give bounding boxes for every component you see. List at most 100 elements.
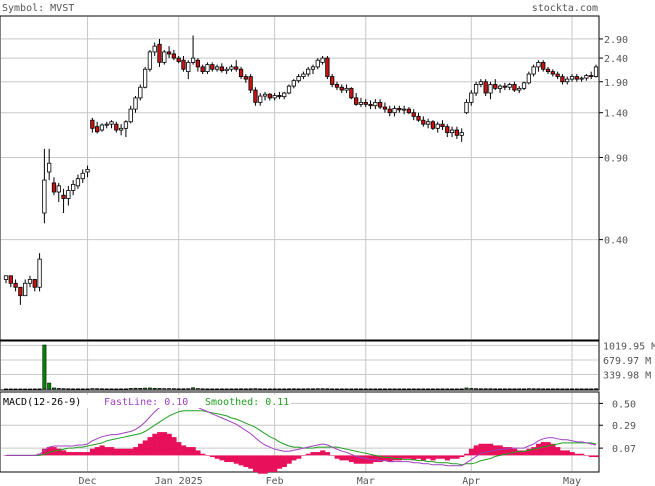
volume-bar xyxy=(560,388,565,390)
volume-bar xyxy=(104,388,109,390)
macd-histogram-bar xyxy=(507,447,513,456)
macd-lines xyxy=(6,401,597,467)
macd-histogram-bar xyxy=(449,455,455,459)
candle-body xyxy=(483,81,488,94)
volume-bar xyxy=(579,388,584,390)
macd-histogram-bar xyxy=(344,455,350,461)
macd-histogram-bar xyxy=(310,452,316,456)
candle-body xyxy=(80,172,85,180)
price-tick-label: 1.40 xyxy=(604,109,628,120)
candle-body xyxy=(128,108,133,123)
candle-body xyxy=(291,80,296,87)
macd-histogram-bar xyxy=(113,448,120,456)
volume-bar xyxy=(90,388,95,390)
macd-histogram-bar xyxy=(253,455,259,473)
volume-bar xyxy=(215,388,220,390)
volume-bar xyxy=(234,388,239,390)
candle-body xyxy=(430,121,436,129)
volume-bar xyxy=(565,388,570,390)
macd-histogram-bar xyxy=(387,455,393,463)
candle-body xyxy=(32,279,37,288)
volume-bar xyxy=(71,388,76,390)
x-tick-label: Apr xyxy=(462,476,480,486)
volume-bar xyxy=(42,344,47,390)
volume-bar xyxy=(411,388,416,390)
macd-histogram-bar xyxy=(435,455,441,459)
macd-histogram-bar xyxy=(334,455,340,459)
candle-body xyxy=(454,129,460,136)
candle-body xyxy=(171,53,177,59)
macd-histogram-bar xyxy=(70,452,76,456)
macd-histogram-bar xyxy=(348,455,355,463)
macd-histogram-bar xyxy=(161,432,167,456)
site-label[interactable]: stockta.com xyxy=(532,3,598,14)
candle-body xyxy=(550,71,555,75)
volume-bar xyxy=(133,387,138,390)
volume-bar xyxy=(402,388,407,390)
volume-bar xyxy=(382,388,387,390)
macd-histogram-bar xyxy=(301,455,307,456)
candle-body xyxy=(205,64,210,73)
volume-bar xyxy=(387,388,392,390)
macd-histogram-bar xyxy=(540,442,546,456)
candle-body xyxy=(526,73,531,84)
volume-bar xyxy=(541,388,546,390)
x-tick-label: May xyxy=(563,476,581,486)
volume-bar xyxy=(464,387,469,390)
macd-histogram-bar xyxy=(89,448,96,456)
macd-histogram-bar xyxy=(80,452,86,456)
candle-body xyxy=(449,129,455,134)
macd-histogram-bar xyxy=(128,448,134,456)
volume-bar xyxy=(354,388,359,390)
candle-body xyxy=(421,119,426,125)
macd-histogram-bar xyxy=(104,447,110,456)
volume-bar xyxy=(421,388,426,390)
candle-body xyxy=(181,59,186,70)
volume-bar xyxy=(243,388,248,390)
macd-histogram-bar xyxy=(267,455,273,473)
candle-body xyxy=(224,68,229,72)
candle-body xyxy=(325,57,330,77)
macd-histogram-bar xyxy=(85,452,91,456)
macd-histogram-bar xyxy=(181,445,187,456)
volume-bar xyxy=(325,388,330,390)
volume-bar xyxy=(531,388,536,390)
candle-body xyxy=(23,282,28,297)
macd-histogram-bar xyxy=(531,447,537,456)
macd-panel: 0.50 0.29 0.07 MACD(12-26-9) FastLine: 0.1… xyxy=(0,391,636,474)
macd-histogram-bar xyxy=(339,455,345,461)
macd-y-ticks: 0.50 0.29 0.07 xyxy=(599,399,636,455)
volume-bar xyxy=(272,388,277,390)
macd-histogram-bar xyxy=(286,455,292,464)
volume-bar xyxy=(258,388,263,390)
candle-body xyxy=(27,279,33,284)
macd-histogram-bar xyxy=(454,455,460,459)
macd-histogram-bar xyxy=(411,455,417,461)
candle-body xyxy=(99,124,105,131)
volume-bar xyxy=(498,388,503,390)
candle-body xyxy=(406,108,412,114)
macd-histogram-bar xyxy=(224,455,230,463)
candle-body xyxy=(363,101,368,105)
candle-body xyxy=(118,127,124,131)
macd-histogram-bar xyxy=(142,440,148,456)
candle-body xyxy=(469,92,474,103)
price-tick-label: 2.90 xyxy=(604,35,628,46)
macd-tick-label: 0.29 xyxy=(612,421,636,432)
volume-bar xyxy=(37,388,42,390)
macd-histogram-bar xyxy=(363,455,369,464)
candle-body xyxy=(8,275,13,284)
macd-histogram-bar xyxy=(406,455,412,459)
candle-body xyxy=(569,76,575,80)
macd-histogram-bar xyxy=(123,448,129,456)
volume-bar xyxy=(536,388,541,390)
candle-body xyxy=(579,77,584,80)
macd-histogram-bar xyxy=(94,447,100,456)
volume-bar xyxy=(181,388,186,390)
volume-bar xyxy=(56,388,61,390)
symbol-label: Symbol: MVST xyxy=(2,3,74,14)
macd-histogram-bar xyxy=(200,453,206,456)
candle-body xyxy=(349,87,354,99)
volume-bar xyxy=(459,388,464,390)
candle-body xyxy=(315,59,320,68)
